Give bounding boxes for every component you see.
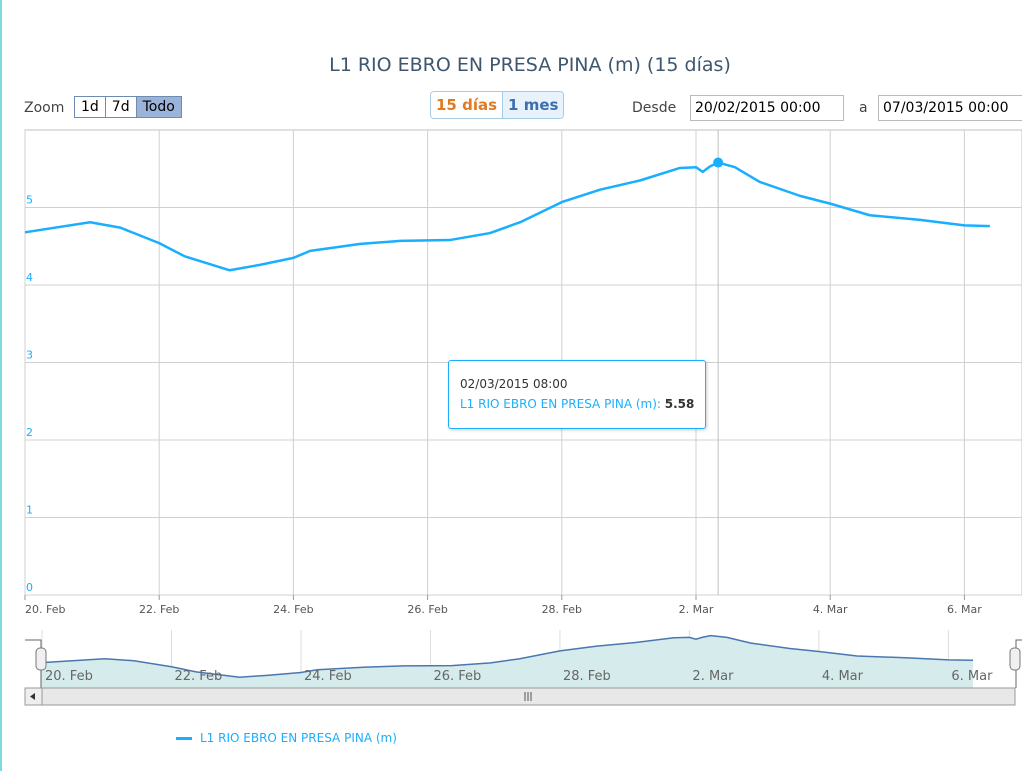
legend-line-icon bbox=[176, 736, 192, 740]
zoom-1d-button[interactable]: 1d bbox=[75, 97, 106, 117]
navigator-tick-label: 6. Mar bbox=[951, 669, 993, 684]
navigator-tick-label: 22. Feb bbox=[174, 669, 222, 684]
tooltip-series: L1 RIO EBRO EN PRESA PINA (m): 5.58 bbox=[460, 397, 695, 411]
navigator-tick-label: 24. Feb bbox=[304, 669, 352, 684]
tooltip-date: 02/03/2015 08:00 bbox=[460, 377, 568, 391]
y-tick-label: 0 bbox=[26, 581, 33, 594]
arrow-left-icon bbox=[30, 693, 35, 700]
legend-item[interactable]: L1 RIO EBRO EN PRESA PINA (m) bbox=[176, 731, 397, 745]
navigator-outline bbox=[25, 639, 1022, 688]
x-tick-label: 6. Mar bbox=[947, 603, 982, 616]
y-tick-label: 1 bbox=[26, 504, 33, 517]
highlight-point bbox=[713, 157, 724, 168]
range-1-month-button[interactable]: 1 mes bbox=[503, 92, 564, 118]
tooltip: 02/03/2015 08:00 L1 RIO EBRO EN PRESA PI… bbox=[448, 360, 706, 429]
y-tick-label: 3 bbox=[26, 349, 33, 362]
navigator-handle[interactable] bbox=[1009, 647, 1021, 671]
navigator-tick-label: 26. Feb bbox=[433, 669, 481, 684]
series-line bbox=[24, 161, 990, 272]
x-tick-label: 20. Feb bbox=[25, 603, 65, 616]
navigator-tick-label: 28. Feb bbox=[563, 669, 611, 684]
range-15-days-button[interactable]: 15 días bbox=[431, 92, 504, 118]
y-tick-label: 4 bbox=[26, 271, 33, 284]
navigator-tick-label: 4. Mar bbox=[822, 669, 864, 684]
zoom-label: Zoom bbox=[24, 100, 65, 116]
page-border bbox=[0, 0, 2, 771]
x-tick-label: 28. Feb bbox=[542, 603, 582, 616]
navigator-tick-label: 2. Mar bbox=[692, 669, 734, 684]
scrollbar-grip-icon bbox=[524, 692, 532, 701]
navigator-line bbox=[41, 634, 974, 679]
from-date-input[interactable]: 20/02/2015 00:00 bbox=[690, 95, 844, 121]
tooltip-series-name: L1 RIO EBRO EN PRESA PINA (m) bbox=[460, 397, 657, 411]
x-tick-label: 26. Feb bbox=[407, 603, 447, 616]
x-tick-label: 24. Feb bbox=[273, 603, 313, 616]
y-tick-label: 5 bbox=[26, 194, 33, 207]
navigator-tick-label: 20. Feb bbox=[45, 669, 93, 684]
legend-label: L1 RIO EBRO EN PRESA PINA (m) bbox=[200, 731, 397, 745]
zoom-all-button[interactable]: Todo bbox=[136, 97, 181, 117]
x-tick-label: 22. Feb bbox=[139, 603, 179, 616]
zoom-7d-button[interactable]: 7d bbox=[105, 97, 137, 117]
zoom-buttons: 1d 7d Todo bbox=[74, 96, 182, 118]
x-tick-label: 2. Mar bbox=[679, 603, 714, 616]
x-tick-label: 4. Mar bbox=[813, 603, 848, 616]
to-label: a bbox=[859, 100, 868, 116]
to-date-input[interactable]: 07/03/2015 00:00 bbox=[878, 95, 1022, 121]
navigator-handle[interactable] bbox=[35, 647, 47, 671]
from-label: Desde bbox=[632, 100, 677, 116]
y-tick-label: 2 bbox=[26, 426, 33, 439]
chart-title: L1 RIO EBRO EN PRESA PINA (m) (15 días) bbox=[329, 54, 731, 76]
tooltip-value: 5.58 bbox=[664, 397, 695, 411]
range-buttons: 15 días 1 mes bbox=[430, 91, 565, 119]
